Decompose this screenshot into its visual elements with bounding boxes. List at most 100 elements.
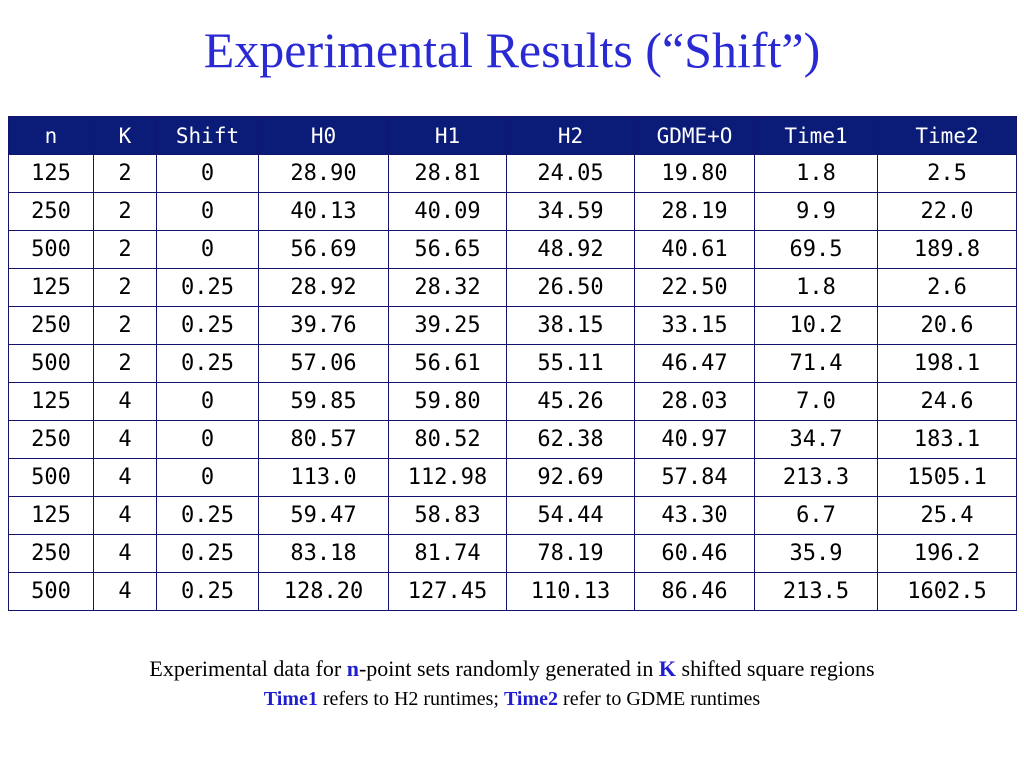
column-header: GDME+O	[634, 116, 755, 155]
table-cell: 113.0	[258, 458, 389, 497]
column-header: H2	[506, 116, 635, 155]
table-cell: 62.38	[506, 420, 635, 459]
caption-text: refers to H2 runtimes;	[317, 688, 504, 710]
table-cell: 78.19	[506, 534, 635, 573]
table-cell: 4	[93, 420, 157, 459]
table-cell: 25.4	[877, 496, 1017, 535]
table-cell: 48.92	[506, 230, 635, 269]
table-cell: 28.03	[634, 382, 755, 421]
table-cell: 10.2	[754, 306, 878, 345]
table-cell: 0.25	[156, 306, 259, 345]
table-cell: 213.3	[754, 458, 878, 497]
table-cell: 500	[8, 344, 94, 383]
table-cell: 56.65	[388, 230, 507, 269]
column-header: n	[8, 116, 94, 155]
table-cell: 4	[93, 458, 157, 497]
table-cell: 125	[8, 496, 94, 535]
table-row: 500 2 0 56.69 56.65 48.92 40.61 69.5 189.8	[8, 230, 1017, 269]
table-cell: 128.20	[258, 572, 389, 611]
table-cell: 0	[156, 192, 259, 231]
table-cell: 28.19	[634, 192, 755, 231]
table-cell: 59.47	[258, 496, 389, 535]
table-row: 250 4 0.25 83.18 81.74 78.19 60.46 35.9 196.2	[8, 534, 1017, 573]
table-cell: 0	[156, 458, 259, 497]
table-cell: 500	[8, 458, 94, 497]
table-cell: 39.76	[258, 306, 389, 345]
table-cell: 54.44	[506, 496, 635, 535]
column-header: Shift	[156, 116, 259, 155]
table-cell: 55.11	[506, 344, 635, 383]
table-cell: 189.8	[877, 230, 1017, 269]
table-cell: 22.0	[877, 192, 1017, 231]
table-cell: 500	[8, 230, 94, 269]
table-cell: 38.15	[506, 306, 635, 345]
column-header: H1	[388, 116, 507, 155]
table-cell: 40.61	[634, 230, 755, 269]
table-cell: 69.5	[754, 230, 878, 269]
caption-n-variable: n	[346, 656, 359, 681]
table-cell: 110.13	[506, 572, 635, 611]
table-row: 500 4 0.25 128.20 127.45 110.13 86.46 213.5 1602…	[8, 572, 1017, 611]
column-header: Time1	[754, 116, 878, 155]
table-cell: 2	[93, 344, 157, 383]
table-cell: 81.74	[388, 534, 507, 573]
table-cell: 125	[8, 382, 94, 421]
caption-text: shifted square regions	[676, 656, 875, 681]
table-cell: 0	[156, 420, 259, 459]
table-cell: 59.85	[258, 382, 389, 421]
caption-line-1: Experimental data for n-point sets rando…	[0, 656, 1024, 682]
table-cell: 2	[93, 268, 157, 307]
table-cell: 57.06	[258, 344, 389, 383]
table-cell: 28.32	[388, 268, 507, 307]
caption-time2-term: Time2	[503, 688, 559, 710]
table-cell: 59.80	[388, 382, 507, 421]
table-cell: 0.25	[156, 268, 259, 307]
table-cell: 1602.5	[877, 572, 1017, 611]
table-cell: 0.25	[156, 496, 259, 535]
table-cell: 4	[93, 572, 157, 611]
table-cell: 2	[93, 230, 157, 269]
table-cell: 26.50	[506, 268, 635, 307]
table-cell: 22.50	[634, 268, 755, 307]
table-cell: 35.9	[754, 534, 878, 573]
table-cell: 40.97	[634, 420, 755, 459]
table-cell: 2	[93, 154, 157, 193]
table-cell: 39.25	[388, 306, 507, 345]
table-cell: 57.84	[634, 458, 755, 497]
table-cell: 1.8	[754, 268, 878, 307]
table-cell: 0.25	[156, 344, 259, 383]
table-cell: 24.05	[506, 154, 635, 193]
table-cell: 24.6	[877, 382, 1017, 421]
table-cell: 112.98	[388, 458, 507, 497]
caption-time1-term: Time1	[263, 688, 318, 710]
table-cell: 34.59	[506, 192, 635, 231]
table-cell: 56.61	[388, 344, 507, 383]
table-row: 250 2 0.25 39.76 39.25 38.15 33.15 10.2 20.6	[8, 306, 1017, 345]
table-cell: 28.81	[388, 154, 507, 193]
table-cell: 20.6	[877, 306, 1017, 345]
table-row: 125 2 0 28.90 28.81 24.05 19.80 1.8 2.5	[8, 154, 1017, 193]
table-cell: 7.0	[754, 382, 878, 421]
table-cell: 43.30	[634, 496, 755, 535]
table-cell: 2.5	[877, 154, 1017, 193]
table-cell: 0	[156, 154, 259, 193]
table-cell: 4	[93, 382, 157, 421]
table-row: 125 2 0.25 28.92 28.32 26.50 22.50 1.8 2.6	[8, 268, 1017, 307]
table-cell: 183.1	[877, 420, 1017, 459]
table-cell: 1.8	[754, 154, 878, 193]
table-cell: 1505.1	[877, 458, 1017, 497]
table-cell: 250	[8, 192, 94, 231]
caption-k-variable: K	[658, 656, 677, 681]
column-header: Time2	[877, 116, 1017, 155]
table-cell: 92.69	[506, 458, 635, 497]
table-header-row: n K Shift H0 H1 H2 GDME+O Time1 Time2	[8, 116, 1017, 155]
table-cell: 196.2	[877, 534, 1017, 573]
table-cell: 6.7	[754, 496, 878, 535]
table-cell: 2	[93, 306, 157, 345]
caption-text: Experimental data for	[149, 656, 347, 681]
table-cell: 28.92	[258, 268, 389, 307]
table-cell: 58.83	[388, 496, 507, 535]
table-cell: 0	[156, 382, 259, 421]
table-cell: 250	[8, 534, 94, 573]
caption-text: -point sets randomly generated in	[358, 656, 659, 681]
